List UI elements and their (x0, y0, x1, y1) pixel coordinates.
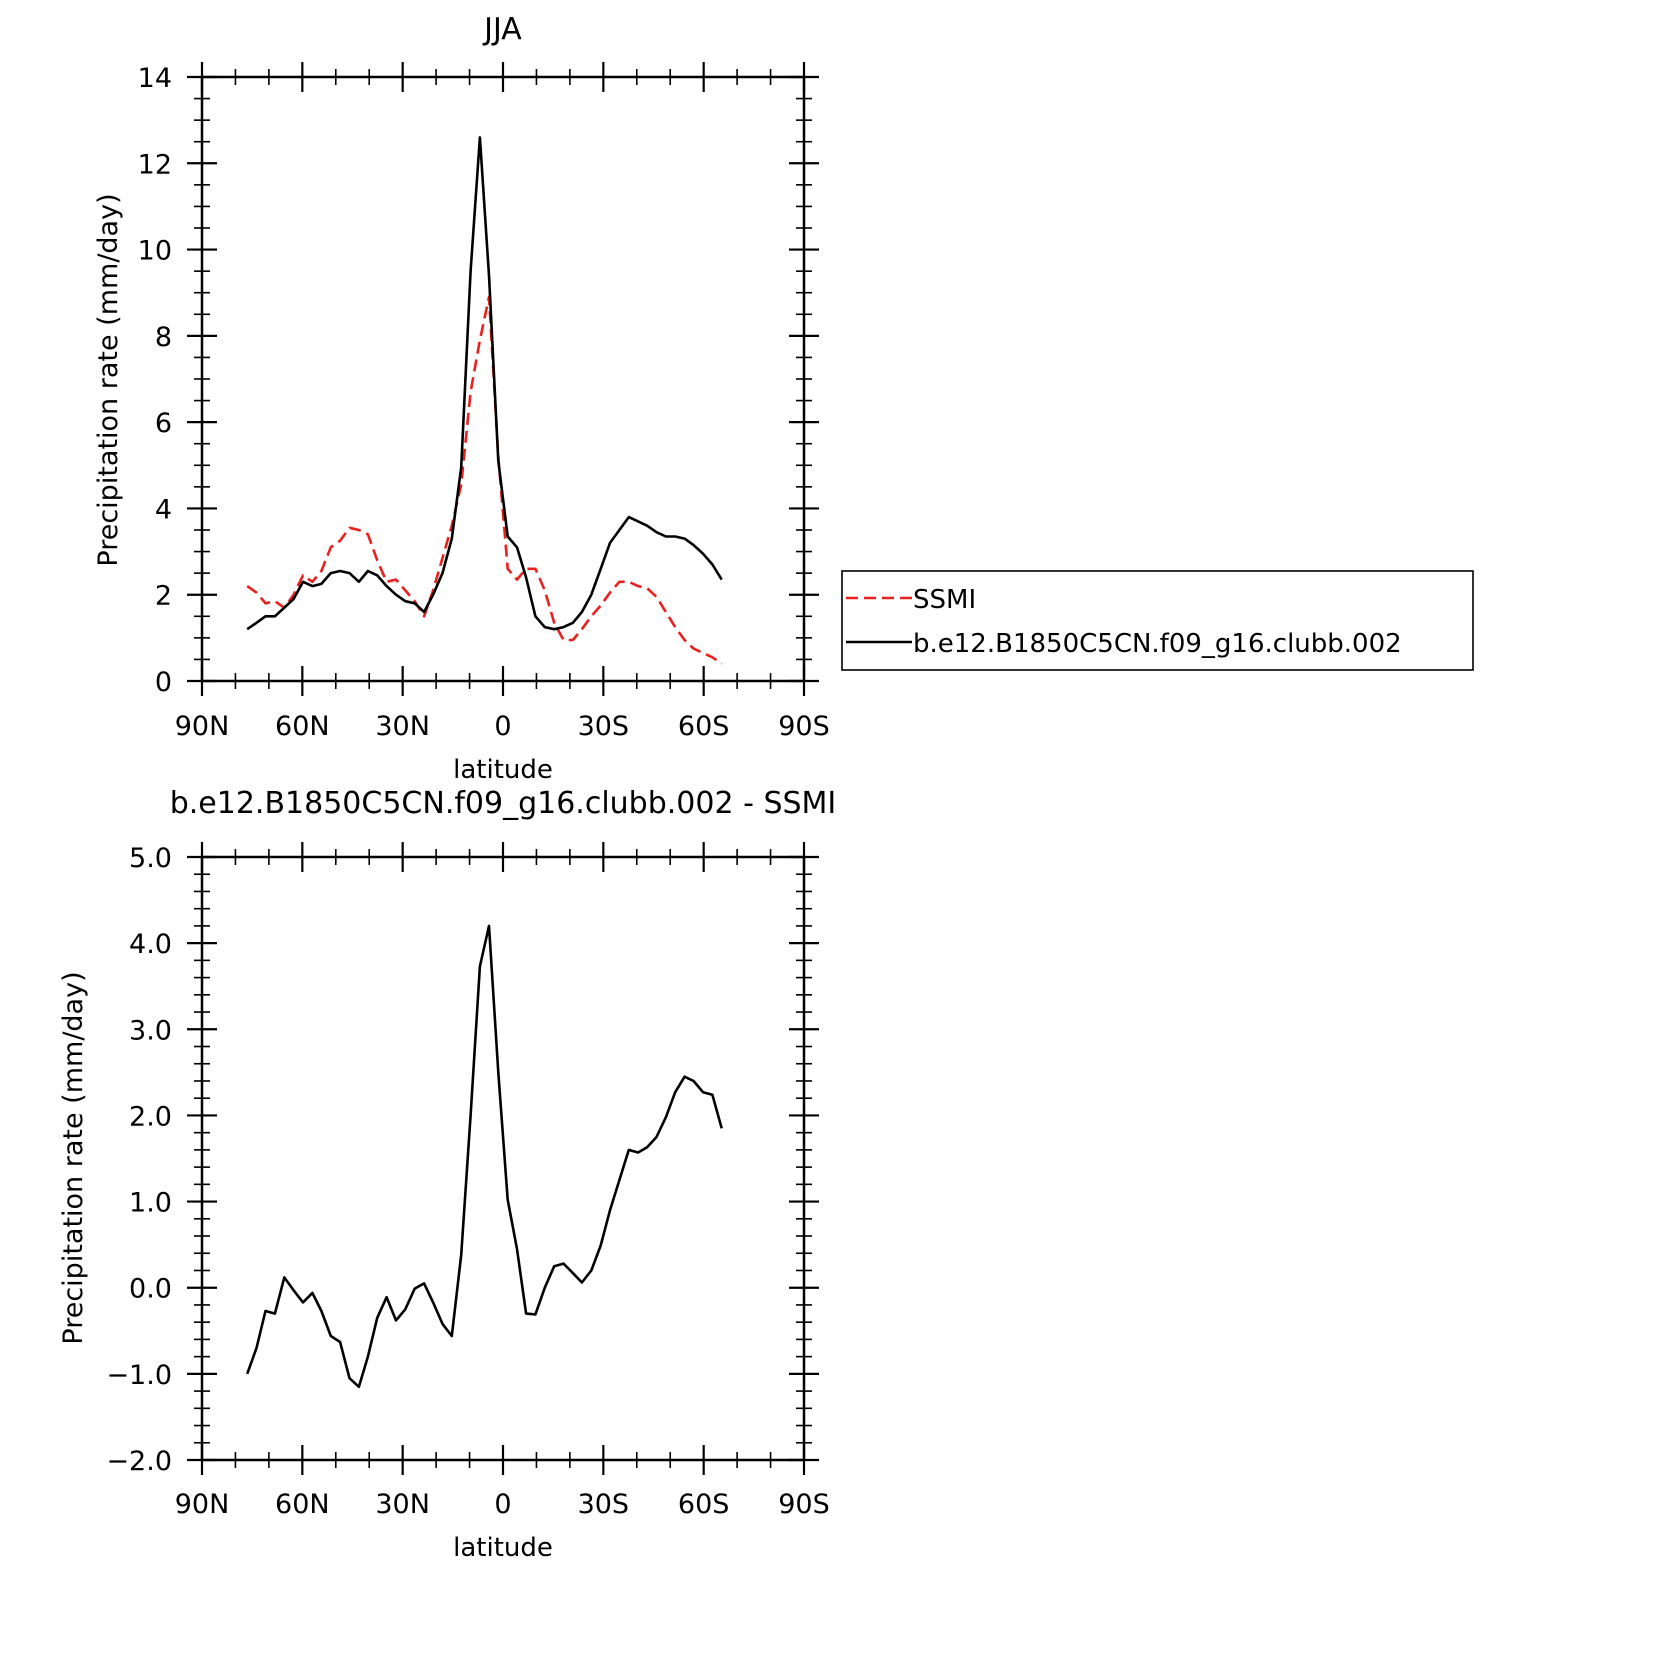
y-tick-label: 2.0 (129, 1101, 172, 1132)
top-panel: JJA 0 2 4 6 8 10 12 14 90N 60N 30N 0 30S 60S 90S lati… (93, 12, 830, 785)
y-tick-label: 0.0 (129, 1274, 172, 1305)
x-tick-label: 60N (275, 711, 330, 742)
y-tick-label: 4.0 (129, 929, 172, 960)
bottom-y-ticks: −2.0 −1.0 0.0 1.0 2.0 3.0 4.0 5.0 (106, 843, 819, 1477)
bottom-x-axis-label: latitude (453, 1533, 553, 1563)
y-tick-label: −1.0 (106, 1360, 172, 1391)
y-tick-label: 1.0 (129, 1188, 172, 1219)
top-series-lines (246, 136, 723, 665)
x-tick-label: 60N (275, 1489, 330, 1520)
y-tick-label: 8 (155, 322, 172, 353)
x-tick-label: 60S (678, 1489, 730, 1520)
y-tick-label: −2.0 (106, 1446, 172, 1477)
top-x-ticks: 90N 60N 30N 0 30S 60S 90S (175, 62, 830, 742)
x-tick-label: 0 (494, 711, 511, 742)
y-tick-label: 6 (155, 408, 172, 439)
series-line-b-e12-b1850c5cn-f09-g16-clubb-002 (246, 136, 723, 631)
legend: SSMI b.e12.B1850C5CN.f09_g16.clubb.002 (841, 570, 1474, 671)
y-tick-label: 4 (155, 494, 172, 525)
y-tick-label: 5.0 (129, 843, 172, 874)
x-tick-label: 90S (778, 1489, 830, 1520)
series-line-ssmi (246, 295, 723, 665)
bottom-chart-title: b.e12.B1850C5CN.f09_g16.clubb.002 - SSMI (170, 786, 837, 821)
x-tick-label: 90S (778, 711, 830, 742)
legend-box (841, 570, 1474, 671)
bottom-x-ticks: 90N 60N 30N 0 30S 60S 90S (175, 842, 830, 1520)
x-tick-label: 60S (678, 711, 730, 742)
top-plot-frame (200, 75, 806, 683)
legend-label-model: b.e12.B1850C5CN.f09_g16.clubb.002 (913, 629, 1402, 659)
x-tick-label: 30N (375, 1489, 430, 1520)
x-tick-label: 0 (494, 1489, 511, 1520)
bottom-y-axis-label: Precipitation rate (mm/day) (58, 971, 89, 1344)
series-line-difference (245, 924, 723, 1389)
y-tick-label: 2 (155, 581, 172, 612)
bottom-series-lines (245, 924, 723, 1389)
top-x-axis-label: latitude (453, 755, 553, 785)
y-tick-label: 3.0 (129, 1015, 172, 1046)
top-y-axis-label: Precipitation rate (mm/day) (93, 193, 124, 566)
x-tick-label: 30S (578, 711, 630, 742)
x-tick-label: 30S (578, 1489, 630, 1520)
x-tick-label: 90N (175, 711, 230, 742)
legend-label-ssmi: SSMI (913, 585, 976, 615)
bottom-panel: b.e12.B1850C5CN.f09_g16.clubb.002 - SSMI… (58, 786, 836, 1563)
x-tick-label: 90N (175, 1489, 230, 1520)
top-chart-title: JJA (482, 12, 522, 47)
y-tick-label: 0 (155, 667, 172, 698)
y-tick-label: 14 (138, 63, 172, 94)
x-tick-label: 30N (375, 711, 430, 742)
y-tick-label: 12 (138, 149, 172, 180)
top-y-ticks: 0 2 4 6 8 10 12 14 (138, 63, 819, 698)
bottom-plot-frame (200, 855, 806, 1462)
y-tick-label: 10 (138, 236, 172, 267)
